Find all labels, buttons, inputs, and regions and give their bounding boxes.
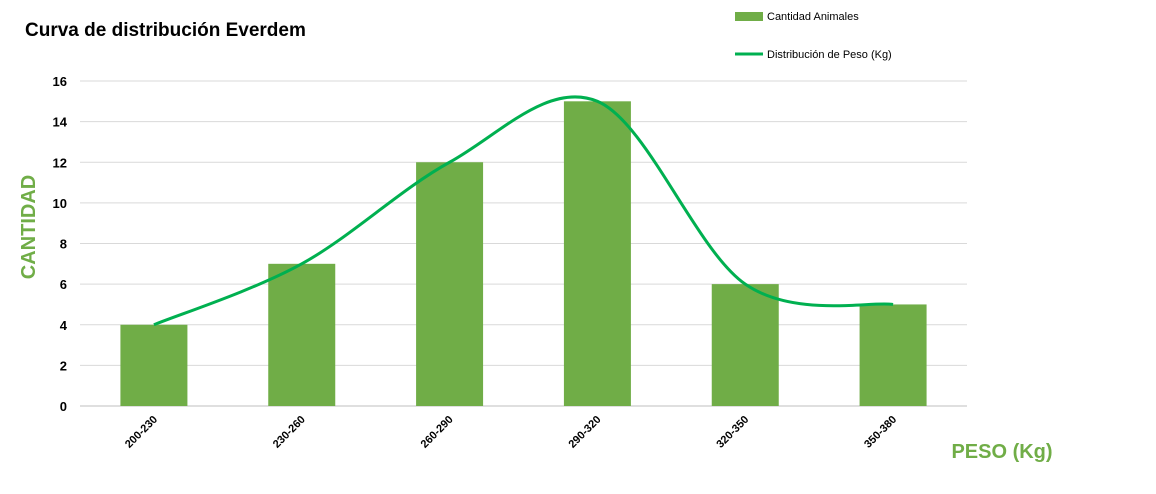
legend-label-line: Distribución de Peso (Kg)	[767, 49, 892, 61]
x-tick-label: 230-260	[271, 414, 308, 451]
bar	[416, 162, 484, 406]
x-tick-label: 200-230	[123, 414, 160, 451]
distribution-curve	[153, 95, 894, 327]
x-tick-label: 350-380	[862, 414, 899, 451]
y-tick-label: 0	[60, 399, 67, 414]
bar	[563, 101, 631, 406]
bar	[859, 304, 927, 406]
y-tick-label: 2	[60, 358, 67, 373]
x-tick-label: 260-290	[419, 414, 456, 451]
x-tick-label: 290-320	[567, 414, 604, 451]
y-tick-label: 4	[60, 318, 68, 333]
y-tick-label: 12	[53, 155, 67, 170]
bars	[120, 101, 927, 406]
series-line	[153, 95, 894, 327]
bar	[711, 284, 779, 406]
x-axis-title: PESO (Kg)	[951, 441, 1052, 463]
legend-swatch-bar	[735, 12, 763, 21]
y-tick-labels: 0 2 4 6 8 10 12 14 16	[53, 74, 68, 414]
bar	[268, 263, 336, 406]
legend-label-bar: Cantidad Animales	[767, 11, 859, 23]
bar	[120, 324, 188, 406]
x-tick-labels: 200-230 230-260 260-290 290-320 320-350 350-3…	[123, 414, 899, 451]
y-tick-label: 8	[60, 237, 67, 252]
chart-title: Curva de distribución Everdem	[25, 20, 306, 41]
y-tick-label: 10	[53, 196, 67, 211]
y-axis-title: CANTIDAD	[18, 175, 40, 279]
gridlines	[80, 80, 967, 407]
y-tick-label: 6	[60, 277, 67, 292]
legend: Cantidad Animales Distribución de Peso (…	[735, 11, 892, 61]
x-tick-label: 320-350	[714, 414, 751, 451]
y-tick-label: 14	[53, 115, 68, 130]
y-tick-label: 16	[53, 74, 67, 89]
